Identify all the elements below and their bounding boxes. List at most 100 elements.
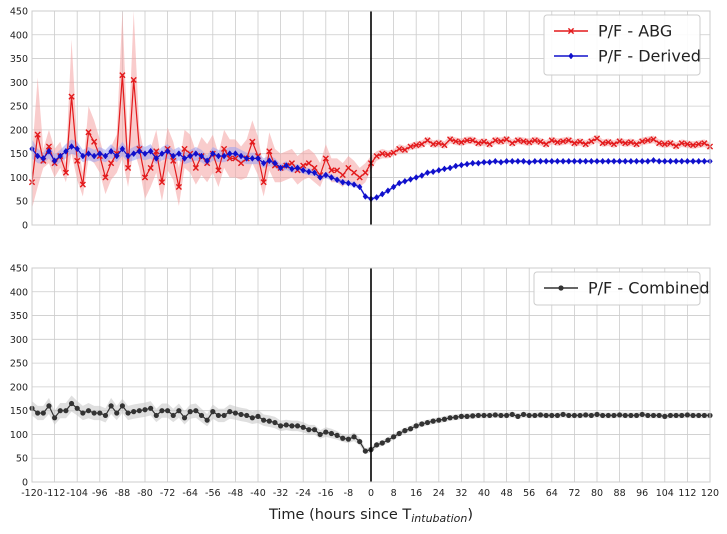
data-point <box>639 138 646 145</box>
data-point <box>340 435 346 441</box>
data-point <box>503 157 510 165</box>
x-tick-label: -24 <box>295 488 311 499</box>
data-point <box>515 413 521 419</box>
data-point <box>357 438 363 445</box>
data-point <box>611 412 617 419</box>
data-point <box>204 417 210 423</box>
data-point <box>215 167 222 174</box>
data-point <box>175 183 182 191</box>
x-tick-label: 40 <box>478 488 490 499</box>
data-point <box>543 141 550 148</box>
data-point <box>611 157 617 165</box>
data-point <box>294 164 301 172</box>
data-point <box>328 174 335 181</box>
data-point <box>46 403 52 409</box>
data-point <box>436 417 442 423</box>
confidence-band-0 <box>32 395 710 454</box>
data-point <box>644 137 651 144</box>
data-point <box>605 412 611 419</box>
data-point <box>701 412 707 419</box>
data-point <box>46 147 52 155</box>
data-point <box>311 164 318 172</box>
data-point <box>141 174 149 181</box>
data-point <box>628 412 634 419</box>
data-point <box>102 174 109 181</box>
data-point <box>689 142 697 149</box>
y-tick-label: 300 <box>10 335 28 346</box>
data-point <box>351 434 357 440</box>
data-point <box>509 157 515 165</box>
data-point <box>350 169 358 176</box>
data-point <box>306 427 312 433</box>
data-point <box>577 157 583 165</box>
data-point <box>430 141 437 148</box>
data-point <box>576 138 584 145</box>
data-point <box>130 150 137 158</box>
data-point <box>136 408 142 414</box>
data-point <box>628 157 634 165</box>
data-point <box>588 157 595 165</box>
data-point <box>68 400 75 407</box>
data-point <box>176 408 182 414</box>
data-point <box>266 157 273 165</box>
x-tick-label: 24 <box>433 488 445 499</box>
data-point <box>526 158 532 166</box>
data-point <box>62 169 69 176</box>
data-point <box>532 157 538 165</box>
data-point <box>458 413 464 419</box>
data-point <box>255 155 261 162</box>
data-point <box>571 140 578 147</box>
data-point <box>667 140 674 147</box>
data-point <box>678 140 685 147</box>
axes-frame <box>31 267 711 483</box>
data-point <box>583 412 589 418</box>
data-point <box>413 142 420 149</box>
data-point <box>373 194 380 201</box>
data-point <box>379 150 386 157</box>
data-point <box>385 437 391 443</box>
data-point <box>130 76 137 84</box>
x-tick-label: 88 <box>614 488 626 499</box>
data-point <box>272 419 278 426</box>
data-point <box>487 412 493 419</box>
data-point <box>560 411 566 418</box>
data-point <box>289 165 295 173</box>
data-point <box>328 430 335 437</box>
data-point <box>158 179 166 186</box>
data-point <box>509 140 516 147</box>
data-point <box>142 150 148 158</box>
data-point <box>379 440 385 446</box>
data-point <box>679 157 685 165</box>
data-point <box>91 138 98 145</box>
data-point <box>684 412 691 418</box>
data-point <box>260 179 267 186</box>
data-point <box>436 166 442 174</box>
data-point <box>243 155 250 162</box>
data-point <box>515 157 521 165</box>
data-point <box>577 412 583 419</box>
data-point <box>125 410 131 416</box>
y-tick-label: 400 <box>10 30 28 41</box>
data-point <box>633 157 640 165</box>
data-point <box>102 152 109 160</box>
data-point <box>85 408 92 414</box>
y-tick-label: 250 <box>10 102 28 113</box>
data-point <box>193 150 199 158</box>
data-point <box>566 412 572 419</box>
data-point <box>701 140 708 147</box>
data-point <box>594 157 600 165</box>
x-tick-label: -16 <box>318 488 334 499</box>
legend-marker <box>558 285 564 291</box>
data-point <box>181 145 188 153</box>
data-point <box>334 167 341 174</box>
data-point <box>531 137 538 144</box>
data-point <box>63 147 69 155</box>
data-point <box>249 138 256 145</box>
data-point <box>537 138 544 145</box>
y-tick-label: 100 <box>10 173 28 184</box>
data-point <box>645 412 651 419</box>
data-point <box>633 141 640 148</box>
legend: P/F - ABG P/F - Derived <box>543 14 701 76</box>
data-point <box>656 412 662 419</box>
